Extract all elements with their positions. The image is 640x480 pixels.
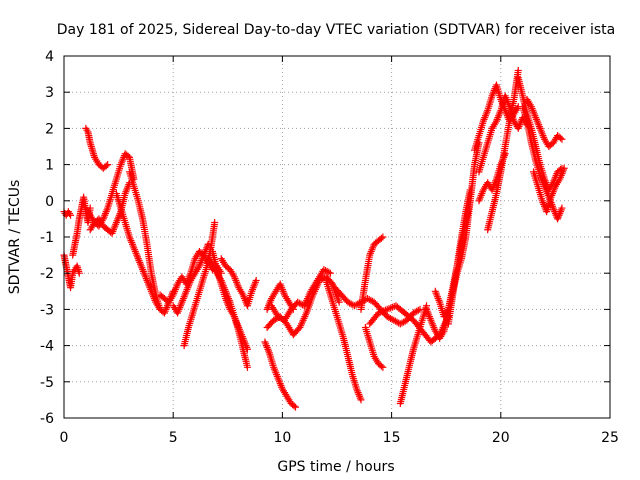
x-tick-label: 5: [169, 430, 178, 446]
x-axis-label: GPS time / hours: [277, 459, 394, 475]
y-tick-label: -3: [40, 302, 54, 318]
y-tick-label: 0: [45, 194, 54, 210]
x-tick-label: 10: [273, 430, 291, 446]
data-point: [325, 268, 333, 276]
data-point: [400, 318, 408, 326]
data-point: [156, 305, 164, 313]
y-tick-labels: -6 -5 -4 -3 -2 -1 0 1 2 3 4: [40, 49, 54, 427]
series-seg19: [322, 276, 365, 404]
data-point: [379, 363, 387, 371]
series-seg4: [82, 124, 112, 172]
series-seg16: [261, 338, 300, 411]
axis-ticks: [63, 55, 611, 419]
data-point: [347, 300, 355, 308]
series-seg34: [523, 95, 566, 150]
y-tick-label: -6: [40, 411, 54, 427]
series-seg35: [530, 164, 568, 216]
y-tick-label: -4: [40, 339, 54, 355]
series-seg20: [331, 284, 424, 328]
data-point: [326, 269, 334, 277]
data-point: [67, 211, 75, 219]
data-point: [102, 162, 110, 170]
data-point: [243, 345, 251, 353]
series-seg27: [444, 186, 474, 328]
data-point: [290, 402, 298, 410]
y-tick-label: -2: [40, 266, 54, 282]
series-seg13: [204, 255, 251, 353]
data-point: [413, 307, 421, 315]
data-point: [367, 296, 375, 304]
data-point: [556, 134, 564, 142]
y-tick-label: 1: [45, 158, 54, 174]
series-seg8: [112, 190, 164, 313]
y-tick-label: 4: [45, 49, 54, 65]
series-seg26: [431, 139, 483, 321]
series-seg31: [484, 66, 522, 234]
series-seg11: [180, 219, 219, 350]
data-point: [104, 161, 112, 169]
y-tick-label: 2: [45, 121, 54, 137]
x-tick-label: 15: [383, 430, 401, 446]
x-tick-label: 20: [492, 430, 510, 446]
data-point: [83, 126, 91, 134]
data-point: [558, 135, 566, 143]
series-seg24: [396, 302, 431, 408]
data-point: [243, 363, 251, 371]
y-tick-label: -1: [40, 230, 54, 246]
data-point: [379, 233, 387, 241]
data-point: [514, 66, 522, 74]
series-seg14: [217, 255, 260, 310]
series-seg3: [69, 193, 94, 259]
y-axis-label: SDTVAR / TECUs: [7, 180, 23, 295]
x-tick-labels: 0 5 10 15 20 25: [60, 430, 619, 446]
data-point: [560, 164, 568, 172]
series-seg10: [169, 240, 212, 317]
data-point: [75, 269, 83, 277]
series-seg15: [263, 280, 297, 313]
y-tick-label: 3: [45, 85, 54, 101]
data-point: [211, 219, 219, 227]
data-point: [323, 267, 331, 275]
data-point: [252, 276, 260, 284]
series-seg18: [267, 266, 334, 324]
data-point: [414, 306, 422, 314]
data-point: [558, 204, 566, 212]
x-tick-label: 25: [601, 430, 619, 446]
series-seg22: [361, 324, 387, 371]
chart-title: Day 181 of 2025, Sidereal Day-to-day VTE…: [57, 22, 615, 38]
data-point: [377, 362, 385, 370]
series-seg33: [519, 103, 566, 223]
y-tick-label: -5: [40, 375, 54, 391]
data-point: [377, 234, 385, 242]
data-point: [335, 298, 343, 306]
data-point: [292, 403, 300, 411]
data-points: [60, 66, 568, 411]
series-seg21: [357, 233, 387, 313]
x-tick-label: 0: [60, 430, 69, 446]
data-point: [357, 396, 365, 404]
data-point: [466, 186, 474, 194]
series-seg1: [60, 208, 75, 219]
